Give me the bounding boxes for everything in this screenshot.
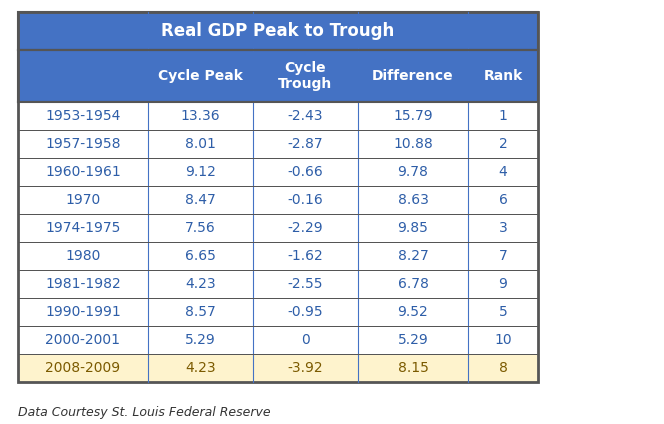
Text: 6.78: 6.78 [398,277,428,291]
Text: -2.55: -2.55 [288,277,323,291]
Text: 1960-1961: 1960-1961 [45,165,121,179]
Text: 9.52: 9.52 [398,305,428,319]
Text: 2: 2 [499,137,507,151]
Text: 5: 5 [499,305,507,319]
Text: 8.57: 8.57 [185,305,216,319]
Text: 10: 10 [494,333,512,347]
Text: 4.23: 4.23 [185,361,216,375]
Bar [18,214,538,242]
Text: 5.29: 5.29 [398,333,428,347]
Text: 9: 9 [499,277,507,291]
Text: 15.79: 15.79 [393,109,433,123]
Text: 8.01: 8.01 [185,137,216,151]
Bar [18,50,538,102]
Text: -0.95: -0.95 [288,305,323,319]
Text: -1.62: -1.62 [288,249,323,263]
Text: 1970: 1970 [65,193,101,207]
Text: 9.78: 9.78 [398,165,428,179]
Text: 0: 0 [301,333,310,347]
Bar [18,158,538,186]
Text: 4: 4 [499,165,507,179]
Bar [18,326,538,354]
Bar [18,270,538,298]
Text: 1: 1 [499,109,507,123]
Text: 1957-1958: 1957-1958 [45,137,121,151]
Bar [18,298,538,326]
Text: -0.66: -0.66 [288,165,323,179]
Text: 10.88: 10.88 [393,137,433,151]
Text: Cycle
Trough: Cycle Trough [278,61,333,91]
Text: 13.36: 13.36 [181,109,220,123]
Text: 7: 7 [499,249,507,263]
Text: 1990-1991: 1990-1991 [45,305,121,319]
Text: -3.92: -3.92 [288,361,323,375]
Bar [18,354,538,382]
Text: -2.29: -2.29 [288,221,323,235]
Text: 6: 6 [499,193,507,207]
Text: -0.16: -0.16 [288,193,323,207]
Text: Data Courtesy St. Louis Federal Reserve: Data Courtesy St. Louis Federal Reserve [18,406,271,419]
Text: Rank: Rank [483,69,523,83]
Text: 8.27: 8.27 [398,249,428,263]
Text: -2.87: -2.87 [288,137,323,151]
Bar [18,102,538,130]
Text: 1981-1982: 1981-1982 [45,277,121,291]
Text: 1980: 1980 [65,249,101,263]
Text: 3: 3 [499,221,507,235]
Text: 8: 8 [499,361,507,375]
Text: Real GDP Peak to Trough: Real GDP Peak to Trough [161,22,394,40]
Text: 8.15: 8.15 [398,361,428,375]
Bar [18,130,538,158]
Text: 4.23: 4.23 [185,277,216,291]
Text: 1953-1954: 1953-1954 [45,109,121,123]
Text: 8.63: 8.63 [398,193,428,207]
Text: 2008-2009: 2008-2009 [45,361,121,375]
Text: 5.29: 5.29 [185,333,216,347]
Bar [18,12,538,382]
Text: Difference: Difference [373,69,454,83]
Text: 1974-1975: 1974-1975 [45,221,121,235]
Text: 9.85: 9.85 [398,221,428,235]
Text: 6.65: 6.65 [185,249,216,263]
Bar [18,12,538,50]
Bar [18,186,538,214]
Text: Cycle Peak: Cycle Peak [158,69,243,83]
Text: 8.47: 8.47 [185,193,216,207]
Bar [18,242,538,270]
Text: 2000-2001: 2000-2001 [46,333,120,347]
Text: 7.56: 7.56 [185,221,216,235]
Text: 9.12: 9.12 [185,165,216,179]
Text: -2.43: -2.43 [288,109,323,123]
